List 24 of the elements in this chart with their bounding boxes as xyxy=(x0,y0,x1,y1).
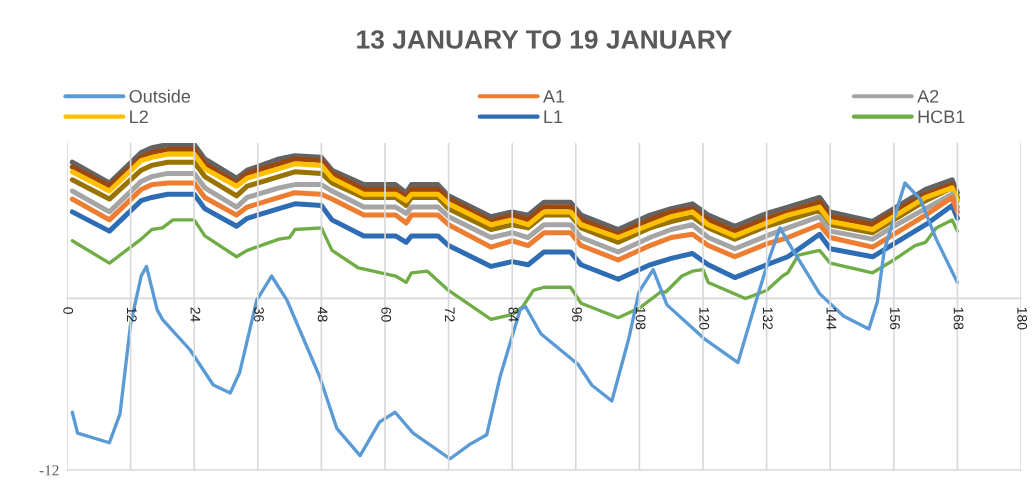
x-tick-label: 60 xyxy=(381,307,392,322)
x-tick-label: 144 xyxy=(826,307,837,330)
chart-title: 13 JANUARY TO 19 JANUARY xyxy=(357,30,733,49)
text: -12 xyxy=(39,465,59,476)
x-tick-label: 48 xyxy=(317,307,328,322)
x-tick-label: 12 xyxy=(127,307,137,322)
x-tick-label: 180 xyxy=(1017,307,1028,330)
legend-label: Outside xyxy=(129,89,191,103)
x-tick-label: 36 xyxy=(254,307,264,322)
x-tick-label: 72 xyxy=(445,307,455,322)
x-tick-label: 132 xyxy=(762,307,773,330)
legend-label: A2 xyxy=(917,89,939,103)
legend-label: L1 xyxy=(544,110,563,123)
x-tick-label: 108 xyxy=(635,307,646,330)
x-tick-label: 0 xyxy=(63,307,74,314)
x-tick-label: 120 xyxy=(699,307,710,330)
legend-label: HCB1 xyxy=(918,110,965,124)
x-tick-label: 168 xyxy=(953,307,964,330)
x-tick-label: 24 xyxy=(190,307,201,322)
legend-label: L2 xyxy=(130,110,148,123)
x-tick-label: 84 xyxy=(508,307,519,322)
x-tick-label: 96 xyxy=(572,307,582,322)
legend-label: A1 xyxy=(543,90,565,103)
x-tick-label: 156 xyxy=(890,307,900,330)
